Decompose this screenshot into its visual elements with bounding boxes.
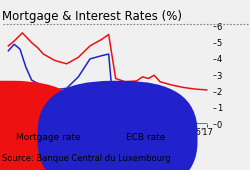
- Text: Mortgage rate: Mortgage rate: [16, 133, 81, 142]
- Text: Source: Banque Central du Luxembourg: Source: Banque Central du Luxembourg: [2, 154, 171, 163]
- Text: ECB rate: ECB rate: [126, 133, 166, 142]
- Text: Mortgage & Interest Rates (%): Mortgage & Interest Rates (%): [2, 10, 182, 23]
